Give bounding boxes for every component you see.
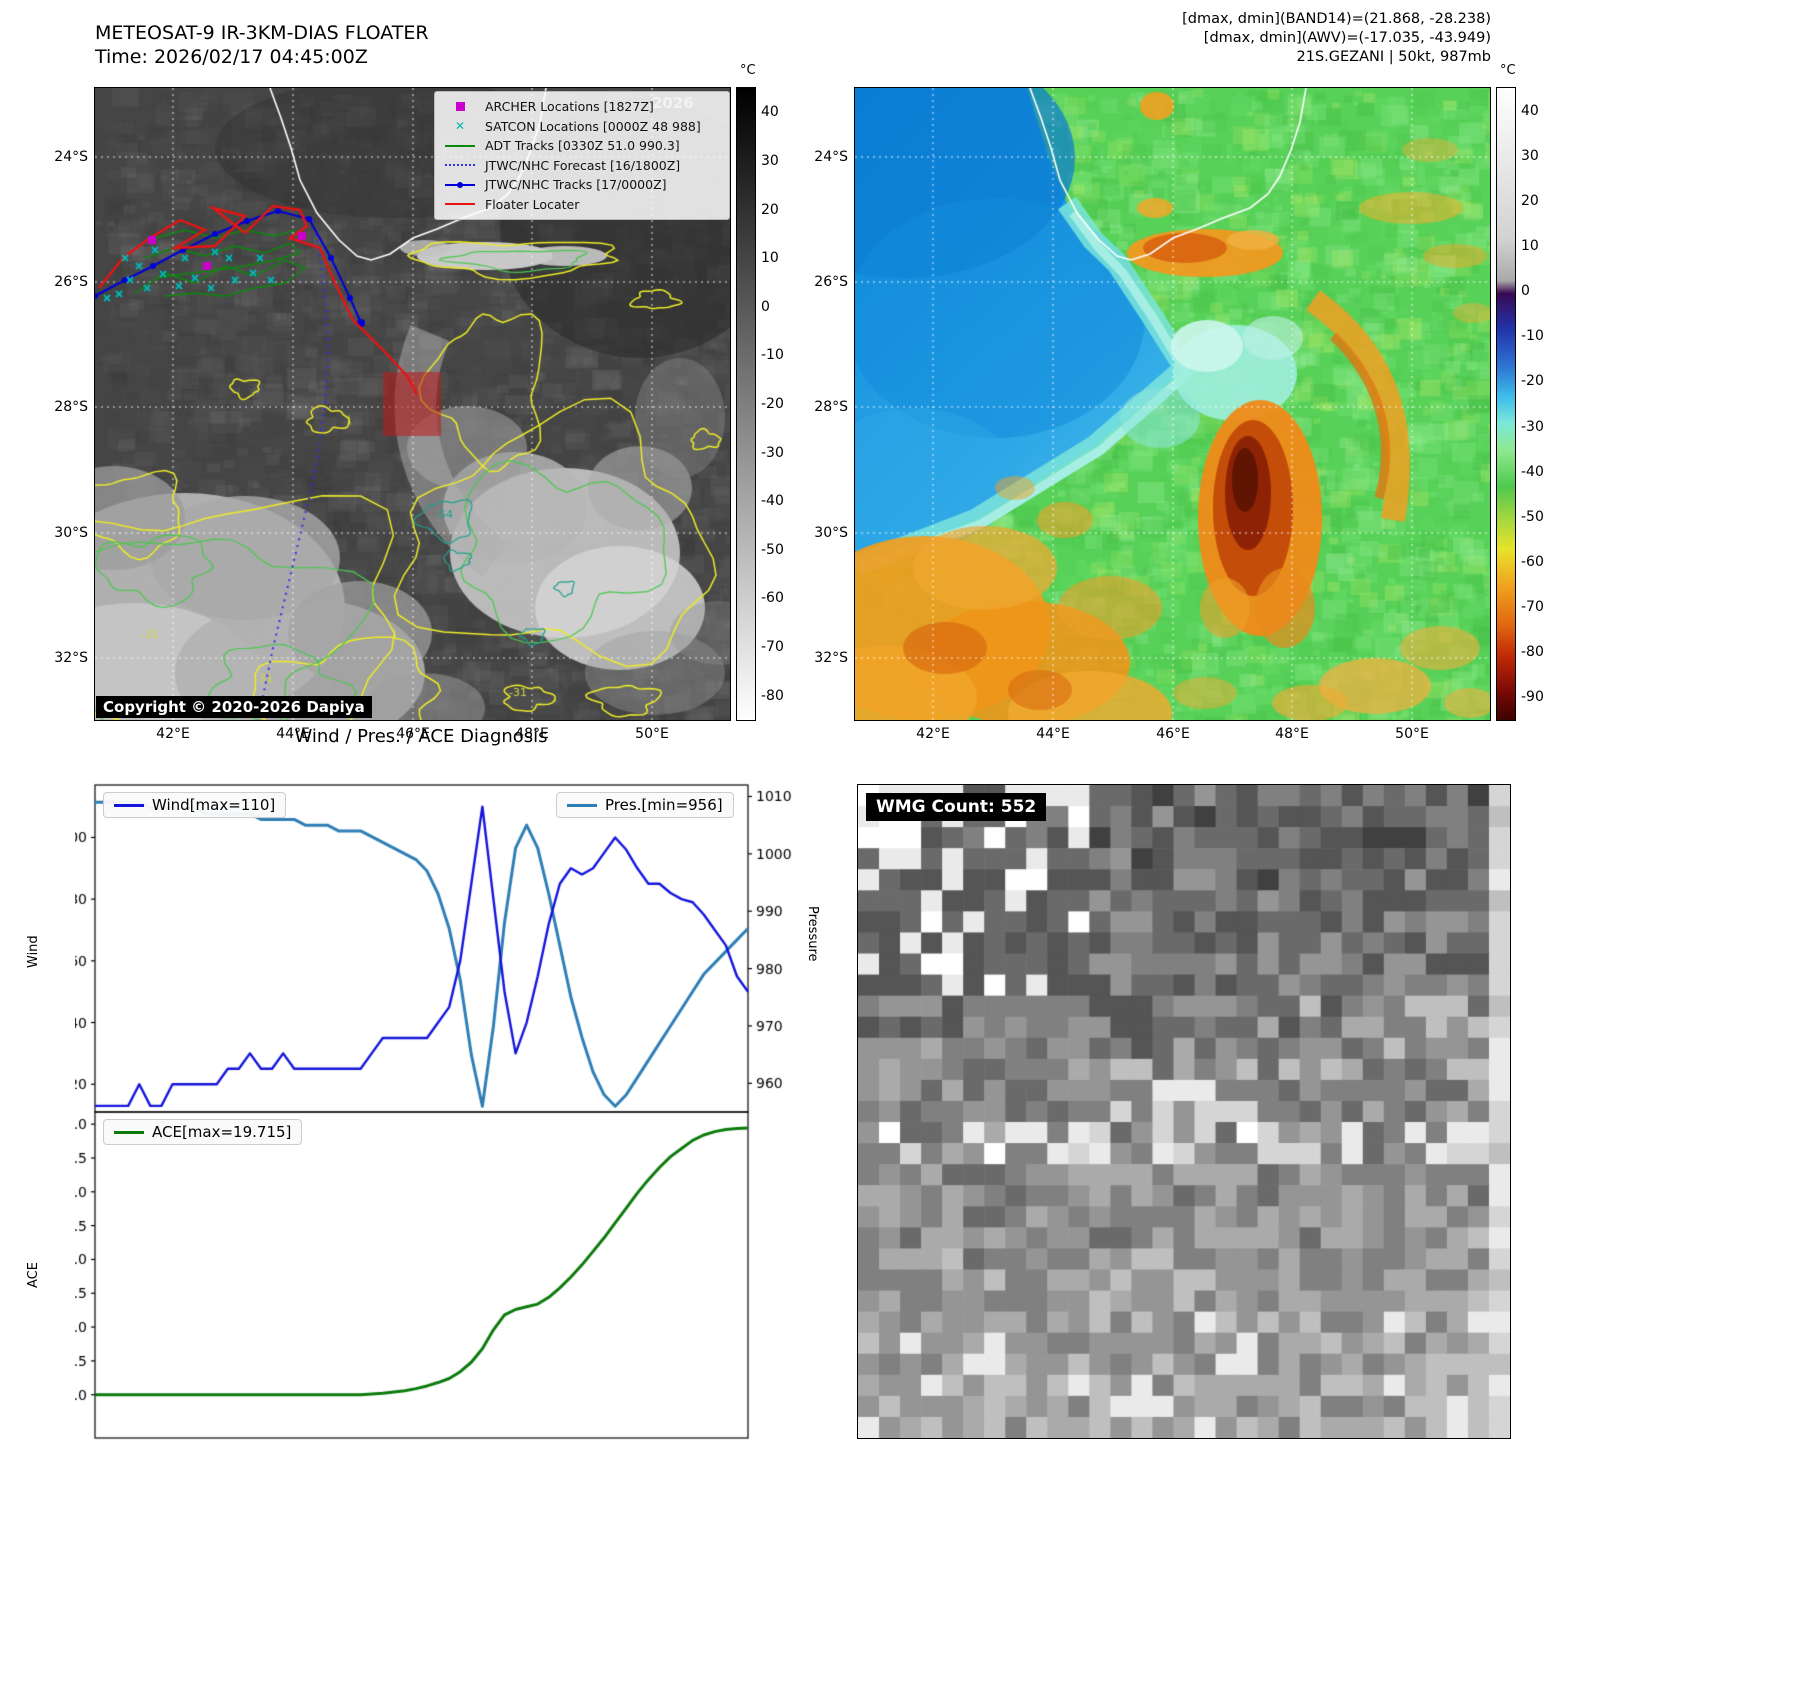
colorbar-tick: -50 [761, 541, 784, 558]
colorbar-tick: 40 [761, 104, 779, 121]
lon-tick: 48°E [1275, 726, 1309, 742]
legend-item: Floater Locater [443, 195, 721, 215]
colorbar-tick: -80 [1521, 644, 1544, 661]
colorbar-tick: -70 [1521, 599, 1544, 616]
legend-item: JTWC/NHC Forecast [16/1800Z] [443, 156, 721, 176]
legend-item: ADT Tracks [0330Z 51.0 990.3] [443, 136, 721, 156]
stats-line: [dmax, dmin](BAND14)=(21.868, -28.238) [1182, 11, 1491, 27]
lon-tick: 44°E [276, 726, 310, 742]
wind-legend-label: Wind[max=110] [152, 796, 276, 814]
wmg-pixel-map [857, 784, 1511, 1439]
colorbar-tick: 0 [761, 298, 770, 315]
legend-label: SATCON Locations [0000Z 48 988] [485, 118, 701, 134]
x-marker-icon: ✕ [454, 119, 466, 134]
legend-item: ARCHER Locations [1827Z] [443, 97, 721, 117]
colorbar-tick: 40 [1521, 102, 1539, 119]
colorbar-tick: -50 [1521, 508, 1544, 525]
colorbar-tick: 0 [1521, 283, 1530, 300]
dotted-marker-icon [443, 164, 477, 167]
line-dot-marker-icon [443, 181, 477, 188]
pres-legend: Pres.[min=956] [556, 792, 734, 818]
legend-label: JTWC/NHC Tracks [17/0000Z] [485, 177, 667, 193]
map-legend: ARCHER Locations [1827Z] ✕ SATCON Location… [434, 91, 730, 220]
colorbar-tick: 20 [1521, 192, 1539, 209]
legend-label: JTWC/NHC Forecast [16/1800Z] [485, 157, 681, 173]
diagnosis-title: Wind / Pres. / ACE Diagnosis [294, 726, 548, 747]
colorbar-tick: -60 [1521, 554, 1544, 570]
line-marker-icon [443, 144, 477, 147]
colorbar-tick: -70 [761, 639, 784, 656]
lon-tick: 50°E [635, 726, 669, 742]
copyright-label: Copyright © 2020-2026 Dapiya [96, 696, 372, 718]
lat-tick: 28°S [814, 399, 848, 416]
wmg-count-badge: WMG Count: 552 [866, 793, 1047, 821]
lat-tick: 24°S [814, 148, 848, 165]
wind-line-swatch [114, 803, 144, 807]
lon-tick: 46°E [1156, 726, 1190, 742]
lat-tick: 26°S [814, 274, 848, 291]
lat-tick: 28°S [54, 399, 88, 416]
ace-legend-label: ACE[max=19.715] [152, 1123, 292, 1141]
ir-color-map [854, 87, 1491, 721]
colorbar-tick: 30 [1521, 147, 1539, 164]
color-colorbar [1496, 87, 1516, 721]
gray-colorbar [736, 87, 756, 721]
colorbar-tick: -90 [1521, 689, 1544, 706]
left-panel-time: Time: 2026/02/17 04:45:00Z [95, 46, 368, 68]
lat-tick: 32°S [54, 649, 88, 666]
colorbar-tick: -30 [761, 444, 784, 461]
wind-legend: Wind[max=110] [103, 792, 287, 818]
colorbar-tick: -80 [761, 687, 784, 704]
lon-tick: 48°E [515, 726, 549, 742]
lon-tick: 42°E [916, 726, 950, 742]
ace-line-swatch [114, 1130, 144, 1134]
pres-legend-label: Pres.[min=956] [605, 796, 723, 814]
legend-label: ARCHER Locations [1827Z] [485, 99, 654, 115]
lat-tick: 30°S [814, 524, 848, 541]
square-marker-icon [443, 102, 477, 112]
band-stats: [dmax, dmin](BAND14)=(21.868, -28.238) [d… [900, 10, 1491, 67]
lon-tick: 44°E [1036, 726, 1070, 742]
legend-item: ✕ SATCON Locations [0000Z 48 988] [443, 117, 721, 137]
colorbar-tick: 10 [761, 250, 779, 267]
diagnosis-chart [75, 770, 805, 1448]
pressure-axis-label: Pressure [805, 906, 820, 962]
lat-tick: 30°S [54, 524, 88, 541]
lat-tick: 26°S [54, 274, 88, 291]
lon-tick: 46°E [396, 726, 430, 742]
colorbar-tick: 20 [761, 201, 779, 218]
ace-axis-label: ACE [26, 1262, 41, 1288]
colorbar-unit-right: °C [1500, 63, 1516, 78]
colorbar-tick: -30 [1521, 418, 1544, 435]
colorbar-tick: -20 [1521, 373, 1544, 390]
legend-label: Floater Locater [485, 196, 580, 212]
colorbar-tick: -10 [761, 347, 784, 364]
colorbar-tick: 30 [761, 152, 779, 169]
ace-legend: ACE[max=19.715] [103, 1119, 303, 1145]
colorbar-tick: 10 [1521, 238, 1539, 254]
lon-tick: 42°E [156, 726, 190, 742]
legend-label: ADT Tracks [0330Z 51.0 990.3] [485, 138, 680, 154]
legend-item: JTWC/NHC Tracks [17/0000Z] [443, 175, 721, 195]
colorbar-tick: -10 [1521, 328, 1544, 345]
wind-axis-label: Wind [26, 935, 41, 968]
colorbar-unit-left: °C [740, 63, 756, 78]
colorbar-tick: -60 [761, 590, 784, 607]
colorbar-tick: -40 [761, 493, 784, 510]
colorbar-tick: -20 [761, 396, 784, 412]
lat-tick: 24°S [54, 148, 88, 165]
pres-line-swatch [567, 803, 597, 807]
lon-tick: 50°E [1395, 726, 1429, 742]
line-marker-icon [443, 203, 477, 206]
lat-tick: 32°S [814, 649, 848, 666]
stats-line: 21S.GEZANI | 50kt, 987mb [1296, 49, 1492, 65]
stats-line: [dmax, dmin](AWV)=(-17.035, -43.949) [1203, 30, 1491, 46]
colorbar-tick: -40 [1521, 463, 1544, 480]
left-panel-title: METEOSAT-9 IR-3KM-DIAS FLOATER [95, 22, 429, 44]
